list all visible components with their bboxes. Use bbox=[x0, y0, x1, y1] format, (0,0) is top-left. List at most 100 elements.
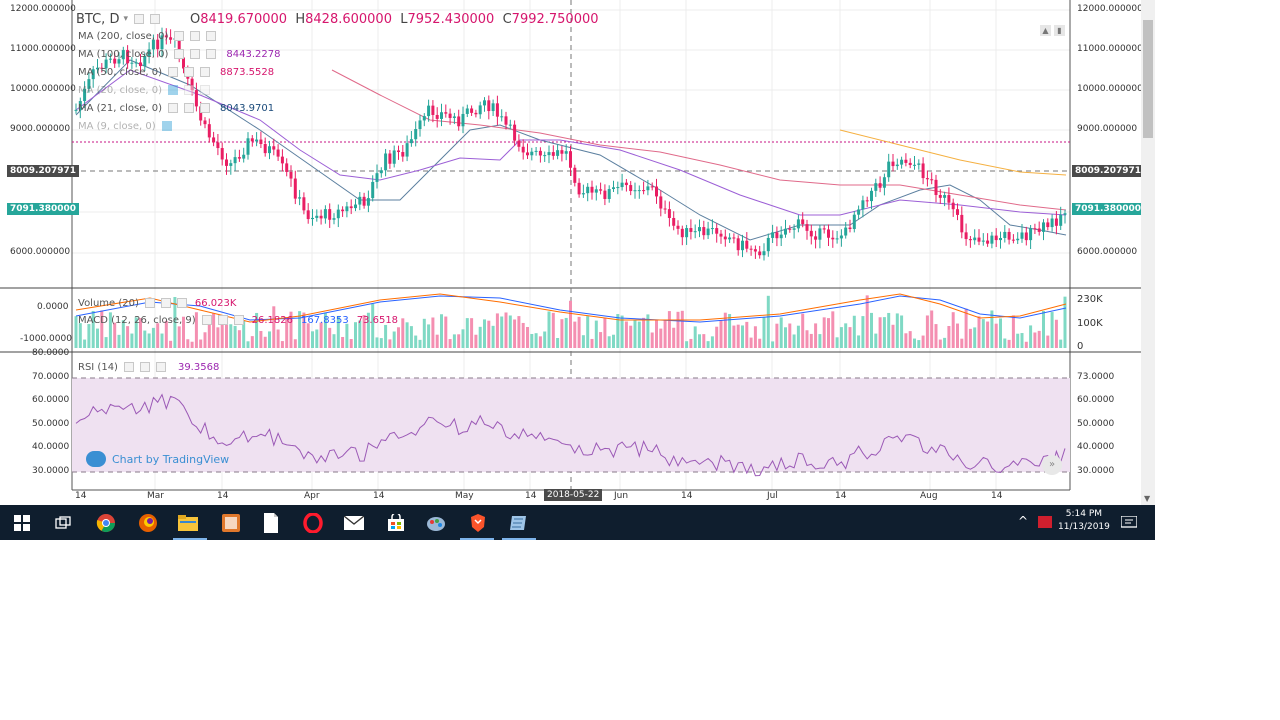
close-icon[interactable] bbox=[233, 315, 244, 325]
indicator-label[interactable]: MA (9, close, 0) bbox=[78, 120, 156, 132]
close-icon[interactable] bbox=[200, 67, 211, 77]
scroll-to-latest-icon[interactable]: » bbox=[1042, 455, 1062, 475]
store-icon[interactable] bbox=[383, 510, 408, 535]
close-icon[interactable] bbox=[155, 362, 166, 372]
settings-icon[interactable] bbox=[184, 103, 195, 113]
eye-icon[interactable] bbox=[168, 103, 179, 113]
chevron-down-icon[interactable]: ▾ bbox=[123, 14, 128, 24]
paint-app-icon[interactable] bbox=[423, 510, 448, 535]
candle-body bbox=[900, 159, 904, 165]
macd-label[interactable]: MACD (12, 26, close, 9) bbox=[78, 314, 196, 326]
volume-bar bbox=[607, 336, 611, 348]
eye-icon[interactable] bbox=[133, 14, 144, 24]
indicator-legend-1[interactable]: MA (100, close, 0) 8443.2278 bbox=[78, 47, 280, 61]
document-icon[interactable] bbox=[258, 510, 283, 535]
opera-icon[interactable] bbox=[300, 510, 325, 535]
settings-icon[interactable] bbox=[149, 14, 160, 24]
close-icon[interactable] bbox=[206, 31, 217, 41]
chart-canvas[interactable] bbox=[0, 0, 1155, 505]
candle-body bbox=[762, 251, 766, 256]
indicator-legend-4[interactable]: MA (21, close, 0) 8043.9701 bbox=[78, 101, 274, 115]
tradingview-watermark[interactable]: Chart by TradingView bbox=[86, 451, 229, 467]
candle-body bbox=[427, 105, 431, 117]
x-axis-label: 14 bbox=[75, 491, 87, 501]
symbol-label[interactable]: BTC, D bbox=[76, 11, 120, 27]
macd-legend[interactable]: MACD (12, 26, close, 9) 26.1826 167.8353… bbox=[78, 313, 398, 327]
candle-body bbox=[474, 112, 478, 115]
watermark-text[interactable]: Chart by TradingView bbox=[112, 452, 230, 466]
settings-icon[interactable] bbox=[190, 31, 201, 41]
candle-body bbox=[913, 164, 916, 166]
firefox-icon[interactable] bbox=[135, 510, 160, 535]
scrollbar-thumb[interactable] bbox=[1143, 20, 1153, 138]
indicator-legend-0[interactable]: MA (200, close, 0) bbox=[78, 29, 217, 43]
eye-icon[interactable] bbox=[168, 67, 179, 77]
app-orange-icon[interactable] bbox=[218, 510, 243, 535]
indicator-legend-5[interactable]: MA (9, close, 0) bbox=[78, 119, 172, 133]
candle-body bbox=[775, 232, 779, 239]
indicator-legend-2[interactable]: MA (50, close, 0) 8873.5528 bbox=[78, 65, 274, 79]
rsi-label[interactable]: RSI (14) bbox=[78, 361, 118, 373]
indicator-label[interactable]: MA (100, close, 0) bbox=[78, 48, 169, 60]
tradingview-chart[interactable]: BTC, D ▾ O8419.670000 H8428.600000 L7952… bbox=[0, 0, 1155, 505]
pane-up-icon[interactable]: ▲ bbox=[1040, 25, 1051, 36]
volume-bar bbox=[938, 339, 942, 348]
eye-icon[interactable] bbox=[174, 49, 185, 59]
settings-icon[interactable] bbox=[184, 67, 195, 77]
volume-bar bbox=[358, 320, 362, 348]
close-icon[interactable] bbox=[200, 85, 211, 95]
indicator-label[interactable]: MA (200, close, 0) bbox=[78, 30, 169, 42]
indicator-legend-3[interactable]: MA (20, close, 0) bbox=[78, 83, 211, 97]
task-view-icon[interactable] bbox=[50, 510, 75, 535]
volume-legend[interactable]: Volume (20) 66.023K bbox=[78, 296, 236, 310]
settings-icon[interactable] bbox=[190, 49, 201, 59]
network-icon[interactable] bbox=[1038, 516, 1052, 528]
volume-bar bbox=[225, 321, 228, 348]
indicator-label[interactable]: MA (50, close, 0) bbox=[78, 66, 163, 78]
windows-start-icon[interactable] bbox=[9, 510, 34, 535]
active-indicator bbox=[460, 538, 494, 540]
pane-maximize-icon[interactable]: ▮ bbox=[1054, 25, 1065, 36]
system-clock[interactable]: 5:14 PM 11/13/2019 bbox=[1058, 508, 1110, 534]
candle-body bbox=[104, 59, 108, 69]
mail-icon[interactable] bbox=[341, 510, 366, 535]
volume-label[interactable]: Volume (20) bbox=[78, 297, 139, 309]
settings-icon[interactable] bbox=[184, 85, 195, 95]
app-blue-icon[interactable] bbox=[506, 510, 531, 535]
eye-icon[interactable] bbox=[201, 315, 212, 325]
close-icon[interactable] bbox=[176, 298, 187, 308]
indicator-label[interactable]: MA (21, close, 0) bbox=[78, 102, 163, 114]
candle-body bbox=[1063, 213, 1067, 215]
vertical-scrollbar[interactable]: ▼ bbox=[1141, 0, 1155, 505]
volume-bar bbox=[384, 324, 388, 348]
scroll-down-icon[interactable]: ▼ bbox=[1144, 494, 1151, 503]
candle-body bbox=[151, 39, 155, 50]
volume-axis-tick: 230K bbox=[1077, 294, 1103, 305]
candle-body bbox=[676, 225, 680, 229]
close-icon[interactable] bbox=[200, 103, 211, 113]
close-icon[interactable] bbox=[206, 49, 217, 59]
eye-off-icon[interactable] bbox=[168, 85, 179, 95]
volume-bar bbox=[822, 317, 826, 348]
eye-off-icon[interactable] bbox=[161, 121, 172, 131]
eye-icon[interactable] bbox=[174, 31, 185, 41]
brave-icon[interactable] bbox=[465, 510, 490, 535]
settings-icon[interactable] bbox=[217, 315, 228, 325]
candle-body bbox=[255, 139, 259, 142]
volume-bar bbox=[397, 327, 400, 348]
chrome-icon[interactable] bbox=[93, 510, 118, 535]
candle-body bbox=[242, 154, 246, 159]
eye-icon[interactable] bbox=[144, 298, 155, 308]
symbol-header[interactable]: BTC, D ▾ bbox=[76, 11, 160, 27]
file-explorer-icon[interactable] bbox=[175, 510, 200, 535]
rsi-legend[interactable]: RSI (14) 39.3568 bbox=[78, 360, 219, 374]
settings-icon[interactable] bbox=[160, 298, 171, 308]
settings-icon[interactable] bbox=[139, 362, 150, 372]
indicator-label[interactable]: MA (20, close, 0) bbox=[78, 84, 163, 96]
candle-body bbox=[289, 171, 293, 179]
action-center-icon[interactable] bbox=[1116, 510, 1141, 535]
chevron-up-icon[interactable]: ^ bbox=[1018, 514, 1029, 528]
rsi-axis-tick: 80.0000 bbox=[32, 348, 70, 358]
eye-icon[interactable] bbox=[123, 362, 134, 372]
rsi-right-tick: 73.0000 bbox=[1077, 372, 1115, 382]
